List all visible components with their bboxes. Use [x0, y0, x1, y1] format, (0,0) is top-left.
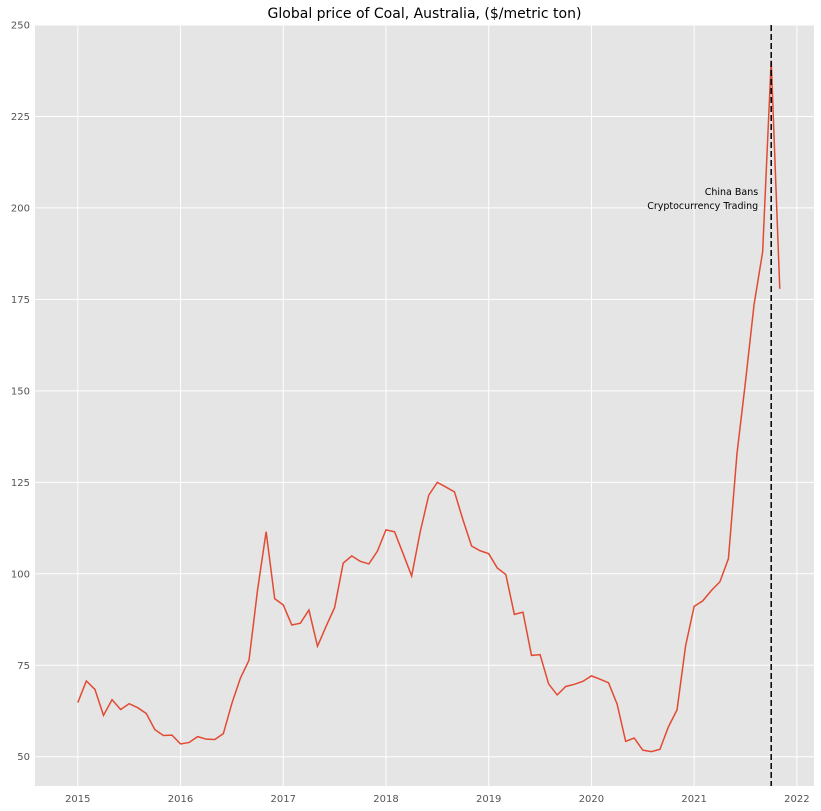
y-tick-label: 125	[11, 478, 30, 489]
x-tick-label: 2022	[784, 794, 809, 805]
annotation-label-line-1: China Bans	[705, 187, 759, 198]
y-tick-label: 225	[11, 112, 30, 123]
y-tick-label: 150	[11, 386, 30, 397]
x-tick-label: 2018	[373, 794, 398, 805]
y-tick-label: 75	[17, 661, 30, 672]
x-tick-label: 2019	[476, 794, 501, 805]
y-tick-label: 175	[11, 295, 30, 306]
x-tick-label: 2021	[681, 794, 706, 805]
coal-price-line	[77, 60, 781, 753]
x-tick-label: 2017	[271, 794, 296, 805]
x-tick-label: 2020	[579, 794, 604, 805]
x-tick-label: 2016	[168, 794, 193, 805]
tick-labels: 50 75 100 125 150 175 200 225 250 2015 2016 2017 201…	[11, 21, 810, 806]
y-tick-label: 200	[11, 203, 30, 214]
chart-title: Global price of Coal, Australia, ($/metr…	[268, 6, 582, 22]
y-tick-label: 250	[11, 21, 30, 32]
annotation-label-line-2: Cryptocurrency Trading	[647, 201, 758, 212]
y-tick-label: 100	[11, 569, 30, 580]
y-tick-label: 50	[17, 752, 30, 763]
plot-area	[35, 25, 814, 786]
grid-lines	[35, 24, 814, 786]
x-tick-label: 2015	[65, 794, 90, 805]
